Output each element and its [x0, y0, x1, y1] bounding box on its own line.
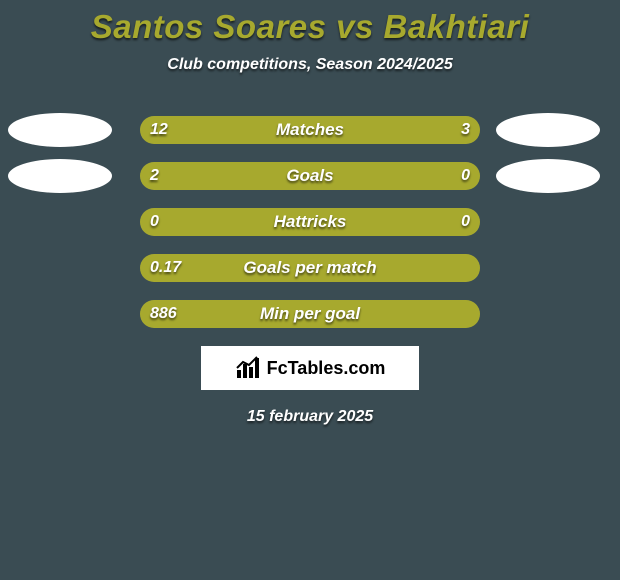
stat-value-right: 0	[461, 208, 470, 236]
page-title: Santos Soares vs Bakhtiari	[0, 0, 620, 46]
stat-bar-left	[140, 208, 480, 236]
player-badge-left	[8, 113, 112, 147]
bar-chart-icon	[235, 356, 263, 380]
stat-value-left: 886	[150, 300, 177, 328]
comparison-infographic: Santos Soares vs Bakhtiari Club competit…	[0, 0, 620, 580]
stat-bar-track	[140, 300, 480, 328]
stat-row: 0.17 Goals per match	[0, 254, 620, 282]
logo-text: FcTables.com	[267, 358, 386, 379]
logo-box: FcTables.com	[201, 346, 419, 390]
stat-value-right: 0	[461, 162, 470, 190]
player-badge-left	[8, 159, 112, 193]
stat-row: 12 3 Matches	[0, 116, 620, 144]
stat-bar-left	[140, 116, 412, 144]
player-badge-right	[496, 113, 600, 147]
stat-value-left: 12	[150, 116, 168, 144]
stat-row: 0 0 Hattricks	[0, 208, 620, 236]
stat-rows: 12 3 Matches 2 0 Goals 0 0 Hattricks	[0, 116, 620, 328]
date-text: 15 february 2025	[0, 408, 620, 426]
stat-bar-track	[140, 254, 480, 282]
subtitle: Club competitions, Season 2024/2025	[0, 56, 620, 74]
stat-value-left: 2	[150, 162, 159, 190]
stat-value-right: 3	[461, 116, 470, 144]
stat-bar-left	[140, 254, 480, 282]
stat-bar-track	[140, 208, 480, 236]
player-badge-right	[496, 159, 600, 193]
stat-bar-track	[140, 116, 480, 144]
stat-value-left: 0	[150, 208, 159, 236]
stat-row: 886 Min per goal	[0, 300, 620, 328]
stat-value-left: 0.17	[150, 254, 181, 282]
stat-bar-left	[140, 162, 412, 190]
stat-bar-left	[140, 300, 480, 328]
stat-bar-track	[140, 162, 480, 190]
stat-row: 2 0 Goals	[0, 162, 620, 190]
